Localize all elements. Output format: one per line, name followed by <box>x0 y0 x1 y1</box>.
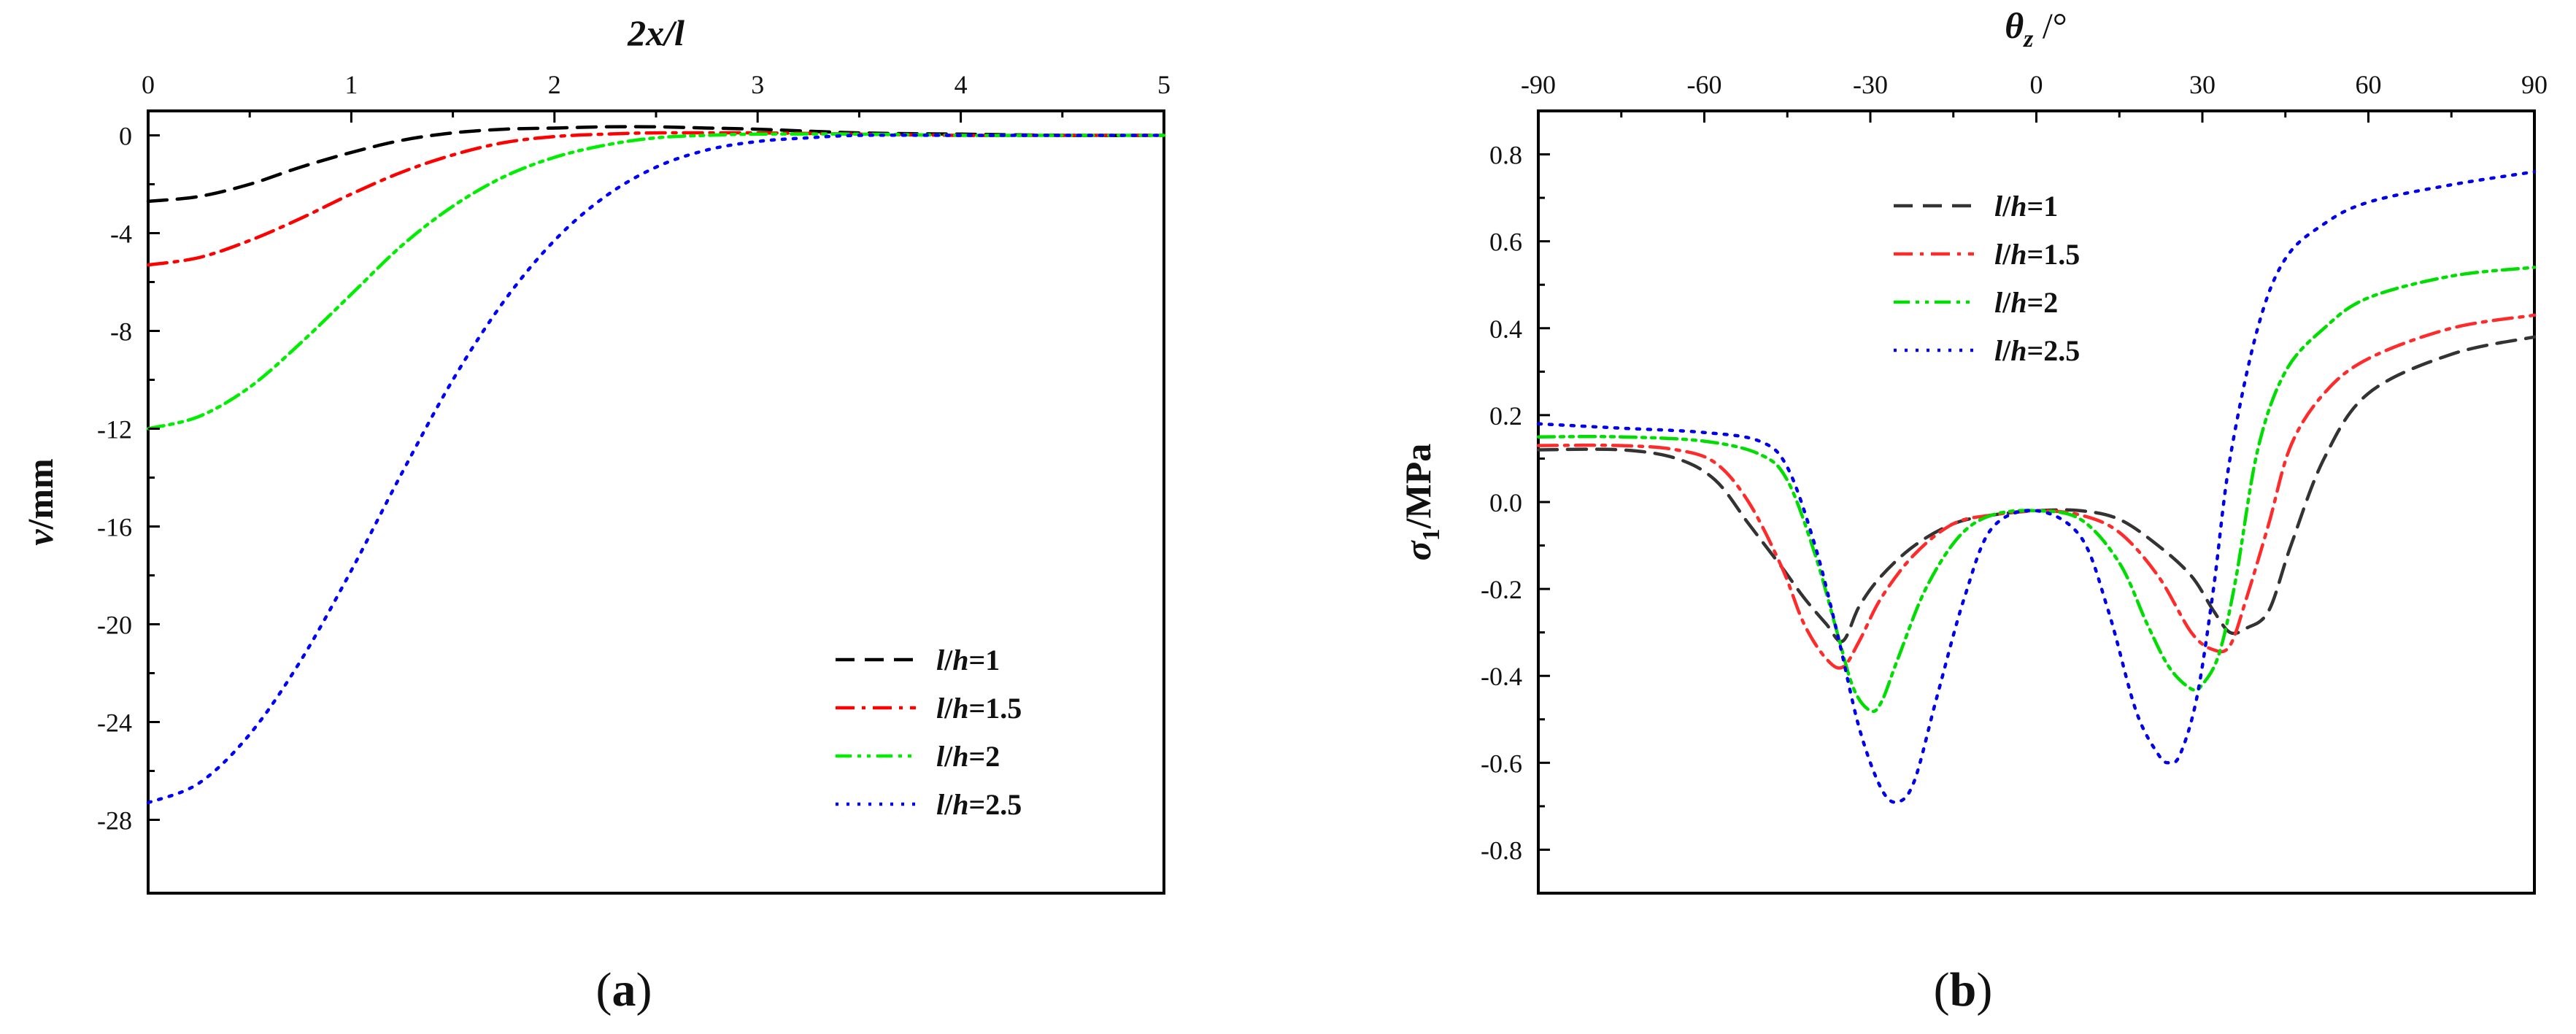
plot-b-ticks: -90 -60 -30 0 30 60 90 0.8 0.6 0.4 0.2 0.0 -0.2 -0.4 -… <box>1481 70 2548 865</box>
y-tick-label: -12 <box>97 415 132 444</box>
y-tick-label: -20 <box>97 611 132 640</box>
x-tick-label: 30 <box>2189 70 2216 99</box>
x-tick-label: 3 <box>751 70 764 99</box>
y-tick-label: -0.8 <box>1481 836 1522 865</box>
y-tick-label: -24 <box>97 709 132 738</box>
x-tick-label: 0 <box>142 70 155 99</box>
plot-b-legend: l/h=1 l/h=1.5 l/h=2 l/h=2.5 <box>1894 190 2080 367</box>
legend-label: l/h=2.5 <box>1994 334 2080 367</box>
y-tick-label: -0.4 <box>1481 662 1522 691</box>
panel-a: 0 1 2 3 4 5 0 -4 -8 -12 -16 -20 -24 -28 2x/l v/mm l/h… <box>20 12 1171 1016</box>
legend-label: l/h=1.5 <box>1994 238 2080 271</box>
plot-a-legend: l/h=1 l/h=1.5 l/h=2 l/h=2.5 <box>836 644 1022 821</box>
x-tick-label: 0 <box>2030 70 2043 99</box>
y-tick-label: 0.4 <box>1489 315 1522 344</box>
plot-b-frame <box>1537 109 2536 895</box>
plot-a-frame <box>147 109 1165 895</box>
y-tick-label: -16 <box>97 513 132 542</box>
plot-b-y-axis-title: σ1/MPa <box>1397 444 1445 561</box>
x-tick-label: -90 <box>1521 70 1556 99</box>
series-line-l-h-1.5 <box>146 131 1166 267</box>
legend-label: l/h=1 <box>936 644 1000 676</box>
legend-label: l/h=1 <box>1994 190 2058 223</box>
y-tick-label: -0.6 <box>1481 749 1522 778</box>
x-tick-label: -60 <box>1687 70 1722 99</box>
y-tick-label: 0.8 <box>1489 141 1522 170</box>
y-tick-label: -4 <box>110 220 132 249</box>
legend-label: l/h=2.5 <box>936 788 1022 821</box>
legend-label: l/h=2 <box>936 740 1000 773</box>
x-tick-label: 90 <box>2521 70 2548 99</box>
panel-a-label: (a) <box>596 963 652 1016</box>
legend-label: l/h=2 <box>1994 286 2058 319</box>
y-tick-label: -28 <box>97 806 132 836</box>
y-tick-label: 0.2 <box>1489 401 1522 431</box>
panel-b-label: (b) <box>1934 963 1993 1016</box>
plot-a-x-axis-title: 2x/l <box>627 12 685 53</box>
y-tick-label: -0.2 <box>1481 575 1522 604</box>
y-tick-label: -8 <box>110 317 132 347</box>
x-tick-label: 60 <box>2356 70 2382 99</box>
x-tick-label: -30 <box>1853 70 1888 99</box>
series-line-l-h-2 <box>1536 266 2537 714</box>
series-line-l-h-1.5 <box>1536 313 2537 670</box>
plot-a-y-axis-title: v/mm <box>20 458 61 545</box>
x-tick-label: 5 <box>1157 70 1171 99</box>
y-tick-label: 0.6 <box>1489 228 1522 257</box>
x-tick-label: 4 <box>955 70 968 99</box>
panel-b: -90 -60 -30 0 30 60 90 0.8 0.6 0.4 0.2 0.0 -0.2 -0.4 -… <box>1397 5 2548 1016</box>
x-tick-label: 2 <box>548 70 561 99</box>
series-line-l-h-2 <box>146 132 1166 431</box>
plot-a-series-group <box>146 125 1166 805</box>
legend-label: l/h=1.5 <box>936 692 1022 725</box>
plot-b-series-group <box>1536 170 2537 804</box>
plot-a-ticks: 0 1 2 3 4 5 0 -4 -8 -12 -16 -20 -24 -28 <box>97 70 1171 836</box>
y-tick-label: 0 <box>119 122 132 151</box>
x-tick-label: 1 <box>344 70 358 99</box>
y-tick-label: 0.0 <box>1489 488 1522 517</box>
plot-b-x-axis-title: θz /° <box>2005 5 2067 53</box>
series-line-l-h-2.5 <box>1536 170 2537 804</box>
series-line-l-h-1 <box>1536 335 2537 644</box>
series-line-l-h-1 <box>146 125 1166 204</box>
